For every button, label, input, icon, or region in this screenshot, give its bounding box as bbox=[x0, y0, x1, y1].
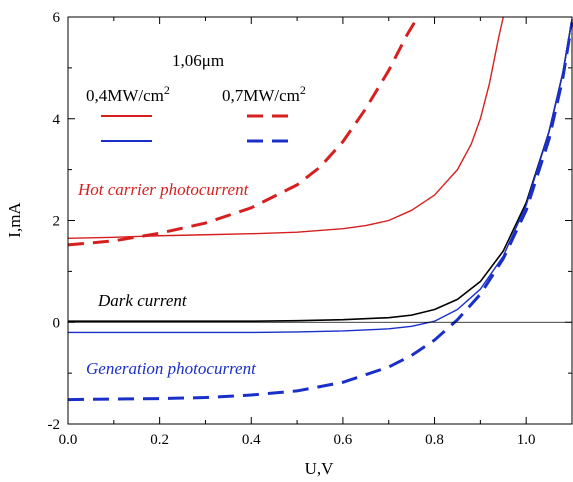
x-tick-label: 0.4 bbox=[242, 432, 261, 448]
legend-label-0-7-superscript: 2 bbox=[300, 83, 306, 97]
legend-title: 1,06μm bbox=[172, 51, 224, 70]
series-red-solid-0 bbox=[67, 16, 504, 240]
series-black-solid-2 bbox=[68, 19, 573, 323]
x-tick-label: 0.6 bbox=[334, 432, 353, 448]
generation-annotation: Generation photocurrent bbox=[86, 359, 257, 378]
legend-label-0-7: 0,7MW/cm2 bbox=[222, 83, 306, 105]
x-tick-label: 1.0 bbox=[517, 432, 536, 448]
x-tick-label: 0.8 bbox=[425, 432, 444, 448]
legend: 1,06μm 0,4MW/cm2 0,7MW/cm2 bbox=[86, 51, 306, 143]
tick-labels: 0.0 0.2 0.4 0.6 0.8 1.0 -2 0 2 4 6 bbox=[48, 10, 536, 448]
legend-label-0-4-superscript: 2 bbox=[164, 83, 170, 97]
y-axis-label: I,mA bbox=[5, 202, 24, 238]
x-axis-label: U,V bbox=[305, 459, 335, 478]
y-tick-label: 6 bbox=[53, 10, 61, 26]
ticks-layer bbox=[67, 16, 573, 425]
series-red-dashed-1 bbox=[67, 18, 418, 247]
x-tick-label: 0.0 bbox=[59, 432, 78, 448]
series-layer bbox=[67, 16, 573, 402]
y-tick-label: -2 bbox=[48, 417, 61, 433]
dark-current-annotation: Dark current bbox=[97, 291, 188, 310]
legend-label-0-4: 0,4MW/cm2 bbox=[86, 83, 170, 105]
hot-carrier-annotation: Hot carrier photocurrent bbox=[77, 180, 250, 199]
series-blue-solid-3 bbox=[68, 19, 573, 334]
series-blue-dashed-4 bbox=[67, 21, 573, 402]
y-tick-label: 4 bbox=[53, 112, 61, 128]
x-tick-label: 0.2 bbox=[150, 432, 169, 448]
y-tick-label: 0 bbox=[53, 315, 61, 331]
y-tick-label: 2 bbox=[53, 214, 61, 230]
